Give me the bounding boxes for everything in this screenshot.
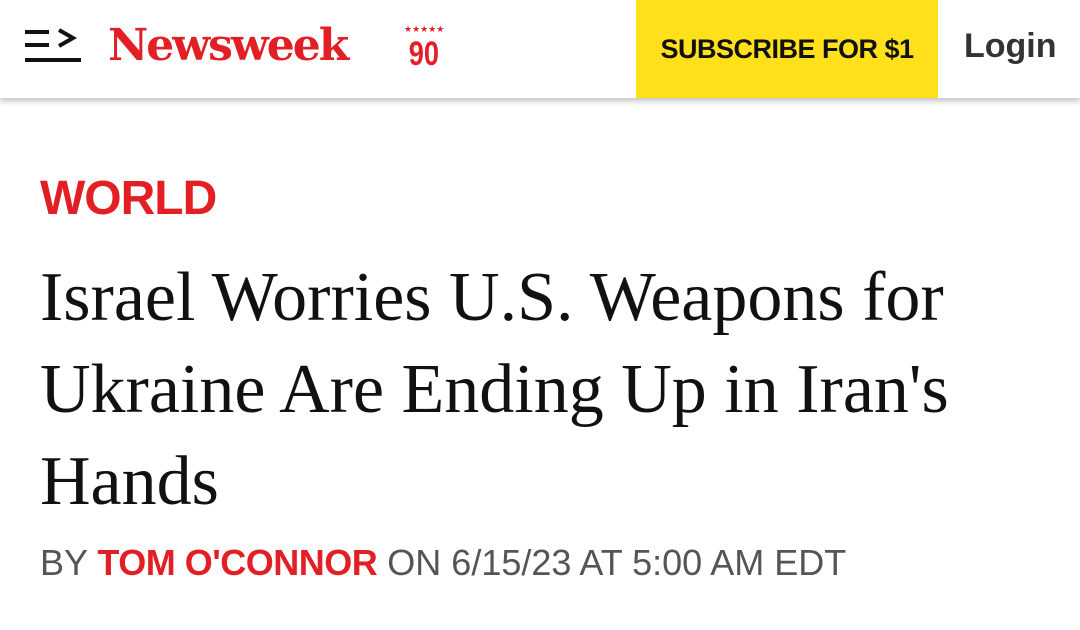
anniversary-number: 90 xyxy=(409,35,440,73)
byline-prefix: BY xyxy=(40,542,88,583)
site-header: Newsweek ★★★★★ 90 SUBSCRIBE FOR $1 Login xyxy=(0,0,1080,98)
menu-icon[interactable] xyxy=(25,28,81,64)
byline: BY TOM O'CONNOR ON 6/15/23 AT 5:00 AM ED… xyxy=(40,542,1060,584)
article-headline: Israel Worries U.S. Weapons for Ukraine … xyxy=(40,259,949,520)
login-link[interactable]: Login xyxy=(964,27,1057,65)
author-link[interactable]: TOM O'CONNOR xyxy=(97,542,378,583)
publish-date: ON 6/15/23 AT 5:00 AM EDT xyxy=(387,542,847,583)
article-header: WORLD Israel Worries U.S. Weapons for Uk… xyxy=(40,170,1060,584)
anniversary-badge: ★★★★★ 90 xyxy=(404,24,444,73)
newsweek-logo[interactable]: Newsweek xyxy=(108,20,349,71)
subscribe-button[interactable]: SUBSCRIBE FOR $1 xyxy=(636,0,938,98)
stars-icon: ★★★★★ xyxy=(404,24,445,34)
section-label[interactable]: WORLD xyxy=(40,172,217,225)
